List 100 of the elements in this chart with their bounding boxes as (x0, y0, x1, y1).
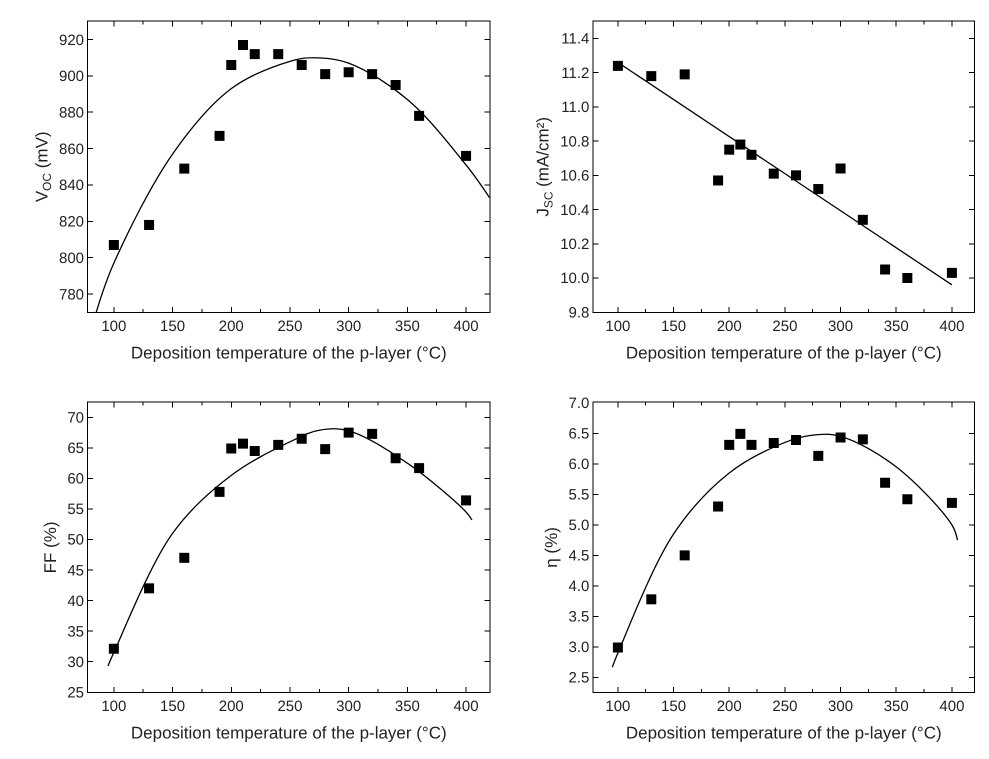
x-tick-label: 400 (939, 698, 964, 716)
y-tick-label: 7.0 (568, 394, 590, 412)
y-tick-label: 6.0 (568, 456, 590, 474)
point (946, 498, 957, 508)
x-tick-label: 150 (661, 698, 686, 716)
point (320, 444, 330, 454)
point (880, 478, 890, 488)
y-tick-label: 820 (58, 214, 84, 231)
y-tick-label: 65 (67, 440, 84, 458)
point (836, 163, 846, 174)
y-tick-label: 10.0 (560, 270, 590, 288)
x-tick-label: 200 (716, 698, 742, 716)
point (214, 130, 225, 141)
point (226, 60, 236, 70)
x-tick-label: 300 (336, 698, 362, 716)
x-tick-label: 100 (101, 698, 126, 716)
line-series (612, 434, 958, 668)
x-tick-label: 400 (939, 318, 964, 336)
y-tick-label: 3.5 (568, 608, 590, 626)
point (612, 60, 623, 71)
y-tick-label: 70 (67, 410, 84, 427)
point (813, 184, 824, 194)
point (768, 438, 779, 448)
x-tick-label: 300 (828, 318, 854, 336)
y-tick-label: 900 (58, 68, 84, 86)
y-tick-label: 6.5 (568, 426, 590, 443)
point (214, 486, 225, 497)
point (646, 594, 656, 604)
x-tick-label: 400 (454, 698, 479, 716)
x-tick-label: 100 (605, 698, 630, 716)
x-tick-label: 250 (277, 698, 302, 716)
y-tick-label: 880 (58, 104, 84, 122)
point (791, 170, 802, 180)
y-tick-label: 840 (58, 177, 84, 194)
point (320, 69, 330, 80)
point (144, 220, 154, 230)
x-tick-label: 350 (884, 318, 909, 336)
y-axis-title: η (%) (542, 527, 562, 568)
y-tick-label: 30 (67, 654, 84, 671)
y-tick-label: 4.5 (568, 548, 590, 565)
point (250, 49, 260, 60)
point (414, 110, 424, 121)
point (768, 168, 779, 179)
point (858, 214, 868, 225)
x-axis-title: Deposition temperature of the p-layer (°C) (626, 724, 942, 743)
x-tick-label: 250 (277, 318, 302, 336)
point (724, 440, 734, 450)
point (273, 49, 284, 60)
x-tick-label: 150 (160, 698, 186, 716)
x-tick-label: 300 (336, 318, 362, 336)
y-tick-label: 800 (58, 250, 84, 267)
y-tick-label: 25 (67, 684, 84, 702)
point (226, 444, 236, 454)
point (902, 494, 912, 504)
point (250, 446, 260, 456)
point (858, 434, 868, 444)
y-axis-title: FF (%) (40, 521, 60, 574)
x-tick-label: 200 (218, 698, 244, 716)
y-tick-label: 60 (67, 470, 84, 488)
point (238, 438, 248, 449)
x-tick-label: 400 (454, 318, 479, 336)
x-tick-label: 100 (101, 318, 126, 336)
x-tick-label: 150 (160, 318, 186, 336)
point (680, 69, 690, 80)
y-tick-label: 10.2 (560, 236, 590, 254)
x-axis-title: Deposition temperature of the p-layer (°C) (130, 344, 447, 363)
y-tick-label: 2.5 (568, 670, 590, 687)
y-tick-label: 3.0 (568, 639, 590, 656)
y-tick-label: 5.0 (568, 517, 590, 534)
point (179, 552, 190, 563)
x-tick-label: 200 (218, 318, 244, 336)
point (880, 264, 890, 274)
y-tick-label: 10.6 (560, 168, 590, 185)
point (461, 150, 472, 161)
x-tick-label: 200 (716, 318, 742, 336)
y-tick-label: 11.2 (561, 64, 590, 82)
point (296, 60, 307, 70)
point (680, 550, 690, 560)
x-tick-label: 350 (884, 698, 909, 716)
x-tick-label: 100 (605, 318, 630, 336)
x-tick-label: 350 (394, 698, 420, 716)
y-tick-label: 40 (67, 592, 84, 610)
y-tick-label: 50 (67, 532, 84, 549)
point (902, 272, 912, 283)
y-tick-label: 5.5 (568, 486, 590, 504)
y-tick-label: 920 (58, 32, 84, 49)
point (735, 428, 746, 439)
y-tick-label: 780 (58, 286, 84, 304)
y-tick-label: 55 (67, 501, 84, 518)
point (724, 144, 734, 155)
point (344, 67, 354, 78)
y-tick-label: 11.0 (561, 99, 590, 116)
x-tick-label: 300 (828, 698, 854, 716)
point (713, 502, 724, 512)
y-tick-label: 10.4 (560, 202, 590, 219)
x-tick-label: 250 (772, 698, 798, 716)
point (461, 495, 472, 506)
point (144, 583, 154, 594)
y-tick-label: 11.4 (561, 30, 590, 48)
y-tick-label: 45 (67, 562, 84, 580)
